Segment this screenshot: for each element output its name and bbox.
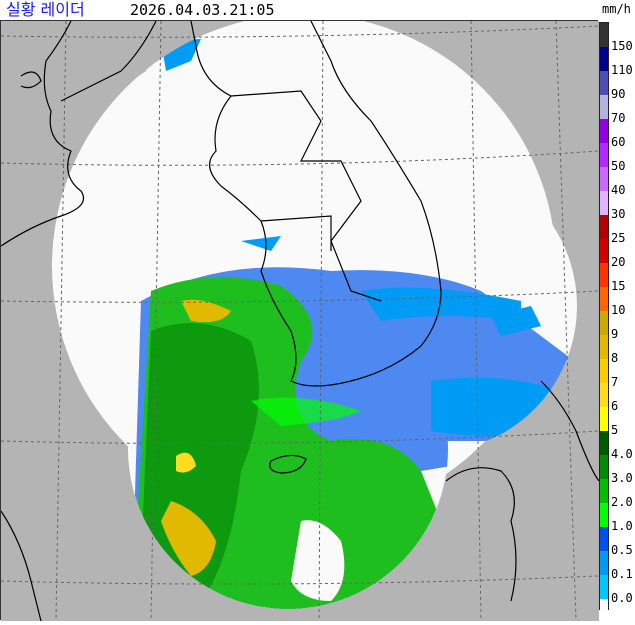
legend-color-band <box>600 527 608 551</box>
grid-lines <box>0 20 600 622</box>
legend-label: 1.0 <box>611 519 633 533</box>
legend-color-band <box>600 455 608 479</box>
legend-label: 10 <box>611 303 626 317</box>
legend-color-band <box>600 215 608 239</box>
legend-label: 7 <box>611 375 619 389</box>
page-title: 실황 레이더 <box>6 0 85 19</box>
legend-label: 25 <box>611 231 626 245</box>
legend-color-band <box>600 359 608 383</box>
legend-color-band <box>600 95 608 119</box>
legend-label: 70 <box>611 111 626 125</box>
legend-label: 0.0 <box>611 591 633 605</box>
coastlines-borders <box>0 20 600 622</box>
legend-label: 15 <box>611 279 626 293</box>
legend-color-band <box>600 167 608 191</box>
legend-color-band <box>600 383 608 407</box>
legend-label: 4.0 <box>611 447 633 461</box>
legend-color-band <box>600 335 608 359</box>
legend-color-band <box>600 239 608 263</box>
legend-color-band <box>600 47 608 71</box>
legend-color-band <box>600 119 608 143</box>
legend-label: 30 <box>611 207 626 221</box>
legend-label: 40 <box>611 183 626 197</box>
radar-map[interactable] <box>0 20 600 622</box>
legend-color-band <box>600 71 608 95</box>
legend-color-band <box>600 143 608 167</box>
precipitation-legend <box>599 22 609 611</box>
legend-color-band <box>600 407 608 431</box>
legend-label: 3.0 <box>611 471 633 485</box>
legend-color-band <box>600 431 608 455</box>
legend-label: 0.5 <box>611 543 633 557</box>
legend-color-band <box>600 191 608 215</box>
legend-color-band <box>600 551 608 575</box>
legend-label: 150 <box>611 39 633 53</box>
legend-color-band <box>600 479 608 503</box>
legend-label: 6 <box>611 399 619 413</box>
legend-unit: mm/h <box>602 2 631 16</box>
precipitation-echo <box>131 267 577 609</box>
legend-label: 8 <box>611 351 619 365</box>
legend-color-band <box>600 263 608 287</box>
legend-color-band <box>600 23 608 47</box>
observation-timestamp: 2026.04.03.21:05 <box>130 1 275 19</box>
legend-color-band <box>600 599 608 611</box>
legend-color-band <box>600 575 608 599</box>
legend-label: 20 <box>611 255 626 269</box>
legend-color-band <box>600 287 608 311</box>
legend-label: 110 <box>611 63 633 77</box>
legend-color-band <box>600 311 608 335</box>
legend-label: 9 <box>611 327 619 341</box>
legend-label: 5 <box>611 423 619 437</box>
legend-label: 50 <box>611 159 626 173</box>
legend-label: 0.1 <box>611 567 633 581</box>
legend-label: 2.0 <box>611 495 633 509</box>
legend-color-band <box>600 503 608 527</box>
legend-label: 90 <box>611 87 626 101</box>
legend-label: 60 <box>611 135 626 149</box>
